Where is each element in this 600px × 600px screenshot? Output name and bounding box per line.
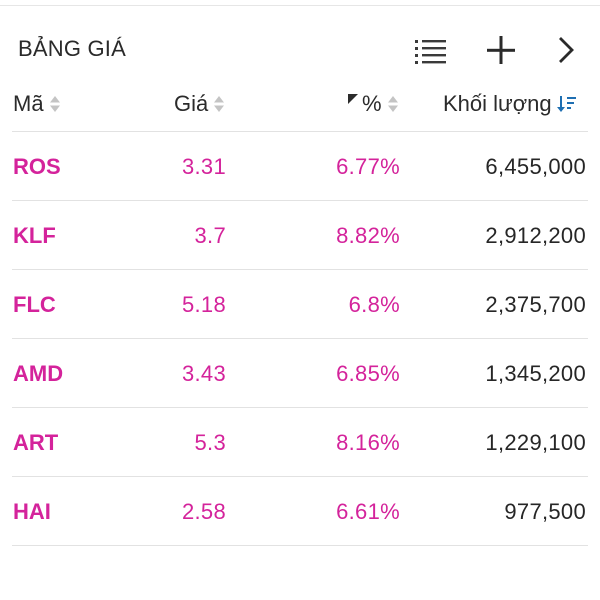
price-cell: 5.3 <box>194 430 226 455</box>
table-row[interactable]: KLF 3.7 8.82% 2,912,200 <box>12 200 588 269</box>
volume-cell: 2,912,200 <box>485 223 586 248</box>
change-pct-cell: 6.77% <box>336 154 400 179</box>
symbol-cell: FLC <box>13 292 56 317</box>
change-pct-cell: 8.82% <box>336 223 400 248</box>
price-cell: 3.43 <box>181 361 226 386</box>
volume-cell: 6,455,000 <box>485 154 586 179</box>
sort-inactive-icon <box>213 95 225 113</box>
column-label-symbol: Mã <box>13 91 44 116</box>
column-header-change[interactable]: % <box>348 90 399 118</box>
top-divider <box>0 5 600 6</box>
change-pct-cell: 6.85% <box>336 361 400 386</box>
symbol-cell: AMD <box>13 361 64 386</box>
volume-cell: 2,375,700 <box>485 292 586 317</box>
price-cell: 3.31 <box>181 154 226 179</box>
change-pct-cell: 8.16% <box>336 430 400 455</box>
chevron-right-icon <box>545 28 589 72</box>
table-row[interactable]: ROS 3.31 6.77% 6,455,000 <box>12 131 588 200</box>
list-icon <box>409 28 453 72</box>
table-row[interactable]: ART 5.3 8.16% 1,229,100 <box>12 407 588 476</box>
column-header-volume[interactable]: Khối lượng <box>443 90 577 118</box>
symbol-cell: ROS <box>13 154 61 179</box>
volume-cell: 977,500 <box>504 499 586 524</box>
header-bar: BẢNG GIÁ <box>0 24 600 76</box>
sort-descending-icon <box>556 94 577 114</box>
symbol-cell: ART <box>13 430 59 455</box>
plus-icon <box>479 28 523 72</box>
table-row[interactable]: FLC 5.18 6.8% 2,375,700 <box>12 269 588 338</box>
price-cell: 5.18 <box>181 292 226 317</box>
table-header: Mã Giá % <box>0 80 600 130</box>
table-row[interactable]: HAI 2.58 6.61% 977,500 <box>12 476 588 546</box>
column-label-volume: Khối lượng <box>443 91 552 116</box>
list-view-button[interactable] <box>409 28 453 72</box>
table-row[interactable]: AMD 3.43 6.85% 1,345,200 <box>12 338 588 407</box>
change-pct-cell: 6.61% <box>336 499 400 524</box>
column-label-price: Giá <box>174 91 209 116</box>
column-label-change: % <box>362 91 382 116</box>
sort-inactive-icon <box>49 95 61 113</box>
next-button[interactable] <box>545 28 589 72</box>
sort-inactive-icon <box>387 95 399 113</box>
column-header-price[interactable]: Giá <box>174 90 225 118</box>
price-cell: 3.7 <box>194 223 226 248</box>
price-cell: 2.58 <box>181 499 226 524</box>
column-header-symbol[interactable]: Mã <box>13 90 61 118</box>
page-title: BẢNG GIÁ <box>18 36 126 61</box>
change-toggle-icon <box>348 94 358 104</box>
volume-cell: 1,345,200 <box>485 361 586 386</box>
symbol-cell: HAI <box>13 499 51 524</box>
add-button[interactable] <box>479 28 523 72</box>
volume-cell: 1,229,100 <box>485 430 586 455</box>
price-table-body: ROS 3.31 6.77% 6,455,000 KLF 3.7 8.82% 2,912,20… <box>12 131 588 546</box>
change-pct-cell: 6.8% <box>348 292 400 317</box>
symbol-cell: KLF <box>13 223 56 248</box>
